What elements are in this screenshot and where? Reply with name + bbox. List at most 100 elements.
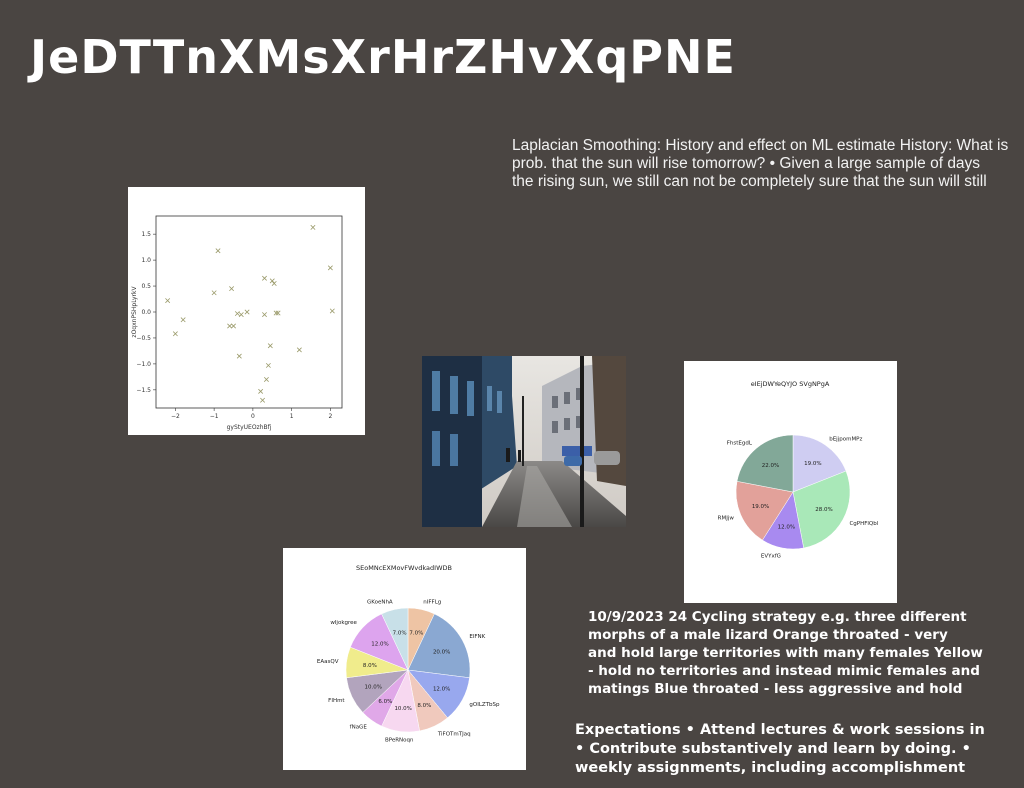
- expect-line: • Contribute substantively and learn by …: [575, 741, 971, 757]
- pie-slice: [792, 470, 851, 549]
- pie-slice-percent-label: 12.0%: [371, 642, 388, 648]
- scatter-point: [267, 343, 273, 349]
- pie-slice: [792, 434, 847, 493]
- bold-line: and hold large territories with many fem…: [588, 645, 983, 661]
- scatter-point: [273, 310, 279, 316]
- pie-slice-percent-label: 8.0%: [417, 703, 431, 709]
- street-photo-image: [422, 356, 626, 527]
- scatter-point: [165, 298, 171, 304]
- pie-slice-category-label: EAasQV: [317, 659, 339, 665]
- scatter-x-tick-label: 0: [251, 413, 255, 420]
- scatter-x-tick-label: −1: [210, 413, 219, 420]
- scatter-point: [211, 290, 217, 296]
- scatter-y-tick-label: 1.5: [141, 231, 151, 238]
- pie-slice: [735, 481, 794, 541]
- pie-slice-category-label: FhstEgdL: [727, 440, 753, 446]
- scatter-point: [260, 397, 266, 403]
- pie-slice-category-label: gOILZTbSp: [469, 702, 500, 708]
- scatter-point: [327, 265, 333, 271]
- scatter-point: [269, 278, 275, 284]
- pie-slice-category-label: GKoeNhA: [367, 600, 393, 606]
- paragraph-line: the rising sun, we still can not be comp…: [512, 173, 987, 190]
- scatter-point: [329, 308, 335, 314]
- paragraph-line: Laplacian Smoothing: History and effect …: [512, 137, 1009, 154]
- pie-slice-percent-label: 19.0%: [804, 461, 821, 467]
- scatter-x-tick-label: 1: [290, 413, 294, 420]
- scatter-x-tick-label: 2: [328, 413, 332, 420]
- pie-slice: [736, 434, 794, 493]
- pie-slice-category-label: ElFNK: [469, 634, 485, 640]
- bold-line: matings Blue throated - less aggressive …: [588, 681, 963, 697]
- pie-chart-1-panel: eIEjDWYeQYJO SVgNPgA 19.0% bEjjpomMPz 28.0…: [684, 361, 897, 603]
- scatter-y-axis-label: zOqxnPSHpLyrkV: [131, 286, 138, 338]
- scatter-point: [215, 248, 221, 254]
- pie-chart-1: eIEjDWYeQYJO SVgNPgA 19.0% bEjjpomMPz 28.0…: [718, 380, 879, 559]
- street-photo: [422, 356, 626, 527]
- bold-line: - hold no territories and instead mimic …: [588, 663, 980, 679]
- pie-slice-percent-label: 12.0%: [778, 525, 795, 531]
- scatter-point: [258, 388, 264, 394]
- pie-slice-percent-label: 10.0%: [394, 706, 411, 712]
- pie-slice-percent-label: 10.0%: [364, 684, 381, 690]
- slide-title: JeDTTnXMsXrHrZHvXqPNE: [30, 30, 736, 84]
- pie-slice-category-label: FIHmt: [328, 698, 345, 704]
- scatter-point: [263, 376, 269, 382]
- pie-slice-category-label: nIFFLg: [423, 600, 441, 606]
- pie-slice-category-label: RMJjw: [718, 516, 735, 522]
- pie-slice-category-label: wIjokgree: [330, 620, 357, 626]
- pie-chart-1-title: eIEjDWYeQYJO SVgNPgA: [751, 380, 830, 388]
- pie-slice-category-label: fNaGE: [350, 725, 368, 731]
- pie-slice-category-label: CgPHFlQbl: [849, 521, 878, 527]
- scatter-x-tick-label: −2: [171, 413, 180, 420]
- pie-slice-percent-label: 6.0%: [378, 699, 392, 705]
- pie-slice: [381, 607, 409, 671]
- pie-slice-percent-label: 20.0%: [433, 649, 450, 655]
- scatter-point: [271, 280, 277, 286]
- pie-slice-percent-label: 12.0%: [433, 687, 450, 693]
- scatter-y-tick-label: 1.0: [141, 257, 151, 264]
- pie-slice-category-label: bEjjpomMPz: [829, 437, 862, 443]
- pie-slice: [407, 613, 471, 679]
- pie-slice-percent-label: 28.0%: [815, 507, 832, 513]
- scatter-y-tick-label: 0.0: [141, 309, 151, 316]
- pie-slice-percent-label: 8.0%: [363, 663, 377, 669]
- expect-line: Expectations • Attend lectures & work se…: [575, 722, 985, 738]
- scatter-point: [244, 309, 250, 315]
- scatter-y-tick-label: −1.0: [136, 361, 151, 368]
- scatter-point: [180, 317, 186, 323]
- scatter-chart-panel: −2 −1 0 1 2 −1.5 −1.0 −0.5 0.0 0.5 1.0 1.5 gyStyUE…: [128, 187, 365, 435]
- pie-slice-percent-label: 22.0%: [762, 463, 779, 469]
- pie-slice-percent-label: 19.0%: [752, 504, 769, 510]
- paragraph-line: prob. that the sun will rise tomorrow? •…: [512, 155, 981, 172]
- scatter-point: [234, 311, 240, 317]
- expect-line: weekly assignments, including accomplish…: [575, 760, 966, 776]
- scatter-point: [231, 323, 236, 329]
- pie-slice-category-label: BPeRNoqn: [385, 738, 414, 744]
- bold-line: morphs of a male lizard Orange throated …: [588, 627, 948, 643]
- pie-slice-category-label: TiFOTmTJaq: [437, 731, 471, 737]
- laplacian-paragraph: Laplacian Smoothing: History and effect …: [512, 137, 1024, 191]
- scatter-x-axis-label: gyStyUEOzhBfj: [227, 424, 272, 431]
- pie-slice-category-label: EVYxfG: [761, 553, 781, 559]
- scatter-chart: −2 −1 0 1 2 −1.5 −1.0 −0.5 0.0 0.5 1.0 1.5 gyStyUE…: [131, 215, 343, 431]
- pie-chart-2-panel: SEoMNcEXMovFWvdkadIWDB 7.0% nIFFLg 20.0% El…: [283, 548, 526, 770]
- bold-line: 10/9/2023 24 Cycling strategy e.g. three…: [588, 609, 967, 625]
- pie-chart-2-title: SEoMNcEXMovFWvdkadIWDB: [356, 564, 452, 572]
- scatter-point: [262, 275, 267, 281]
- scatter-y-tick-label: 0.5: [141, 283, 151, 290]
- scatter-point: [238, 312, 244, 318]
- scatter-plot-area: [155, 215, 343, 409]
- scatter-point: [262, 312, 267, 318]
- scatter-point: [265, 362, 271, 368]
- scatter-y-tick-label: −0.5: [136, 335, 151, 342]
- pie-slice-percent-label: 7.0%: [393, 630, 407, 636]
- scatter-point: [172, 331, 178, 337]
- pie-slice-percent-label: 7.0%: [409, 630, 423, 636]
- scatter-point: [275, 310, 281, 316]
- expectations-text: Expectations • Attend lectures & work se…: [575, 721, 1024, 778]
- cycling-strategy-text: 10/9/2023 24 Cycling strategy e.g. three…: [588, 608, 1024, 698]
- pie-chart-2: SEoMNcEXMovFWvdkadIWDB 7.0% nIFFLg 20.0% El…: [317, 564, 500, 744]
- scatter-point: [310, 224, 316, 230]
- scatter-point: [229, 286, 235, 292]
- scatter-y-tick-label: −1.5: [136, 387, 151, 394]
